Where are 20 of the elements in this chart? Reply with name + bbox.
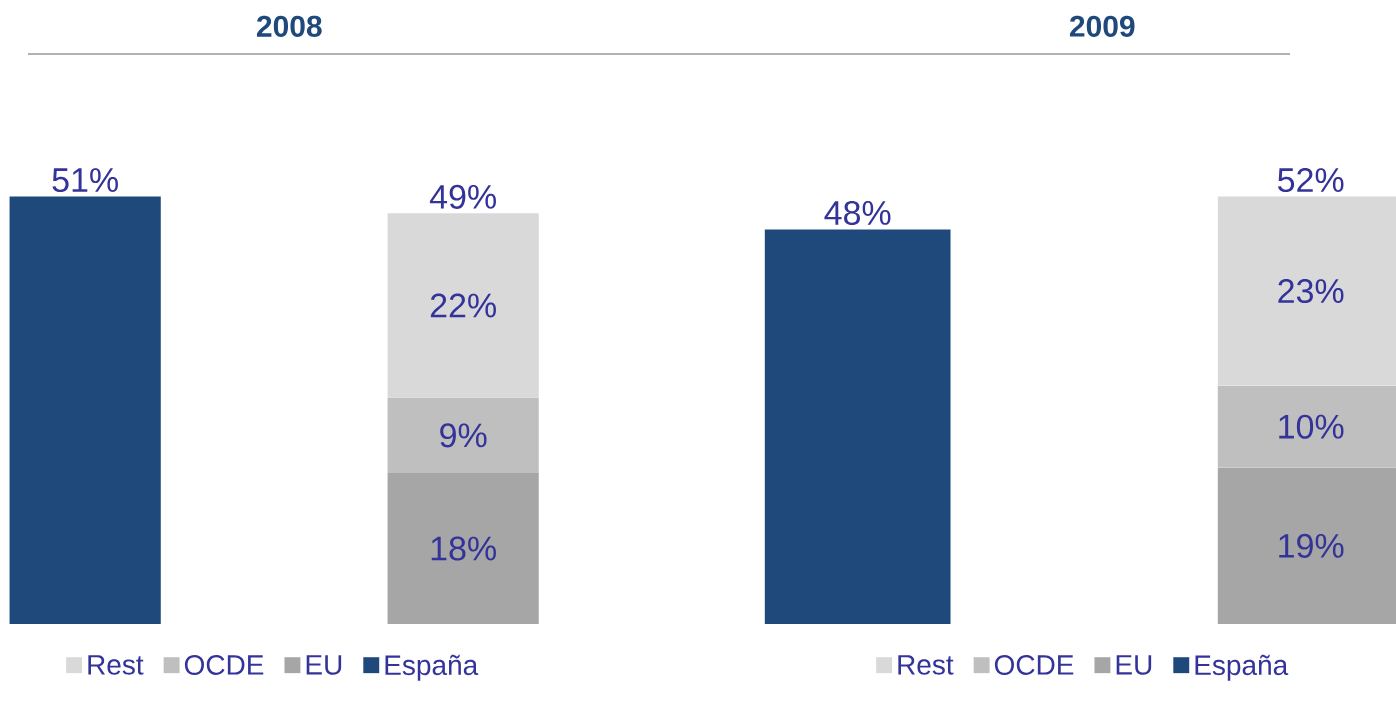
chart-title: 2009: [1069, 15, 1135, 37]
data-label: 9%: [440, 423, 487, 448]
legend-label: EU: [1116, 655, 1152, 675]
total-label: 49%: [429, 184, 496, 209]
legend-label: Rest: [88, 655, 144, 675]
data-label: 19%: [1279, 533, 1344, 558]
legend-label: España: [1195, 654, 1289, 681]
data-label: 10%: [1279, 414, 1344, 439]
legend-label: España: [385, 654, 479, 681]
legend-label: OCDE: [994, 655, 1074, 675]
data-label: 23%: [1278, 279, 1344, 304]
chart-title: 2008: [256, 15, 322, 37]
data-label: 18%: [431, 536, 496, 561]
total-label: 48%: [824, 200, 891, 225]
total-label: 51%: [52, 168, 118, 193]
legend-label: Rest: [898, 655, 954, 675]
legend-label: OCDE: [184, 655, 264, 675]
legend-label: EU: [306, 655, 342, 675]
total-label: 52%: [1278, 168, 1344, 193]
data-label: 22%: [430, 293, 496, 318]
